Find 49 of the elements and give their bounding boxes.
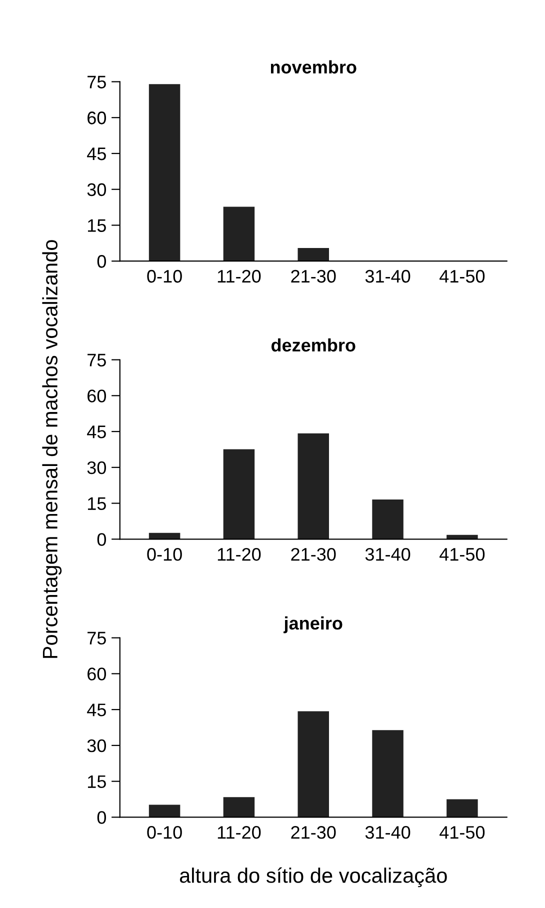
chart-title: janeiro xyxy=(283,616,342,634)
bar xyxy=(223,206,255,262)
x-tick-label: 0-10 xyxy=(147,548,182,561)
x-tick-label: 31-40 xyxy=(365,548,410,561)
y-axis-title: Porcentagem mensal de machos vocalizando xyxy=(42,240,62,658)
x-tick-label: 21-30 xyxy=(291,548,336,561)
bar xyxy=(298,711,329,818)
bar xyxy=(148,84,180,262)
x-tick-label: 11-20 xyxy=(218,826,261,839)
y-tick-label: 0 xyxy=(97,255,106,268)
bar xyxy=(223,797,255,818)
x-tick-label: 11-20 xyxy=(218,548,261,561)
bar xyxy=(298,433,329,540)
bar xyxy=(148,804,180,818)
x-tick-label: 41-50 xyxy=(440,548,485,561)
x-tick-label: 0-10 xyxy=(147,826,182,839)
y-tick-label: 60 xyxy=(88,668,106,680)
y-tick-label: 75 xyxy=(88,76,106,88)
y-tick-label: 45 xyxy=(87,426,106,438)
x-tick-label: 0-10 xyxy=(147,270,182,283)
x-tick-label: 21-30 xyxy=(291,270,336,283)
y-tick-label: 60 xyxy=(88,112,106,124)
chart-title: dezembro xyxy=(271,338,356,352)
bar xyxy=(372,730,404,818)
bar xyxy=(223,449,255,540)
x-tick-label: 41-50 xyxy=(440,826,485,839)
y-tick-label: 15 xyxy=(88,775,106,788)
y-tick-label: 15 xyxy=(88,219,106,232)
y-tick-label: 0 xyxy=(97,533,106,546)
x-tick-label: 11-20 xyxy=(218,270,261,283)
x-tick-label: 31-40 xyxy=(365,826,410,839)
x-tick-label: 31-40 xyxy=(365,270,410,283)
y-tick-label: 15 xyxy=(88,497,106,510)
x-axis-title: altura do sítio de vocalização xyxy=(180,867,447,888)
bar xyxy=(298,248,329,262)
y-tick-label: 30 xyxy=(87,183,106,196)
chart-title: novembro xyxy=(270,60,356,74)
y-tick-label: 30 xyxy=(87,739,106,752)
x-tick-label: 41-50 xyxy=(440,270,485,283)
y-tick-label: 45 xyxy=(87,148,106,160)
y-tick-label: 30 xyxy=(87,461,106,474)
x-tick-label: 21-30 xyxy=(291,826,336,839)
y-tick-label: 45 xyxy=(87,704,106,716)
y-tick-label: 60 xyxy=(88,390,106,402)
bar xyxy=(446,799,478,818)
y-tick-label: 75 xyxy=(88,354,106,366)
bar xyxy=(372,499,404,540)
y-tick-label: 0 xyxy=(97,811,106,824)
y-tick-label: 75 xyxy=(88,632,106,645)
